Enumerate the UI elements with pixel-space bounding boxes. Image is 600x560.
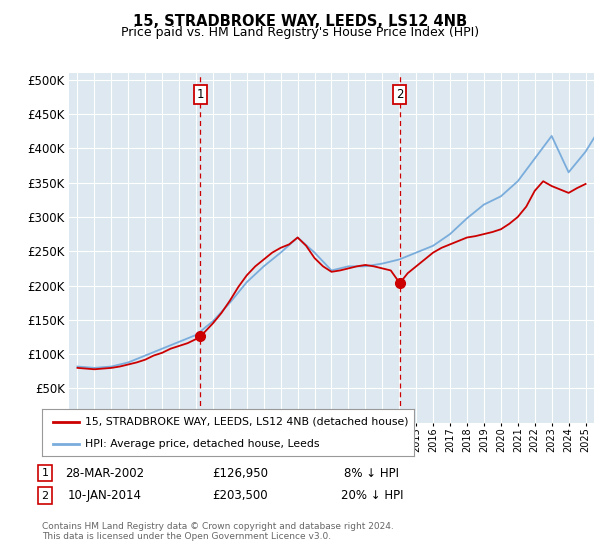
Text: £203,500: £203,500 bbox=[212, 489, 268, 502]
Text: 10-JAN-2014: 10-JAN-2014 bbox=[68, 489, 142, 502]
Text: Contains HM Land Registry data © Crown copyright and database right 2024.
This d: Contains HM Land Registry data © Crown c… bbox=[42, 522, 394, 542]
Text: 2: 2 bbox=[41, 491, 49, 501]
Text: 1: 1 bbox=[196, 88, 204, 101]
Text: 1: 1 bbox=[41, 468, 49, 478]
Text: 28-MAR-2002: 28-MAR-2002 bbox=[65, 466, 145, 480]
Text: 15, STRADBROKE WAY, LEEDS, LS12 4NB (detached house): 15, STRADBROKE WAY, LEEDS, LS12 4NB (det… bbox=[85, 417, 408, 427]
Text: HPI: Average price, detached house, Leeds: HPI: Average price, detached house, Leed… bbox=[85, 438, 319, 449]
Text: 15, STRADBROKE WAY, LEEDS, LS12 4NB: 15, STRADBROKE WAY, LEEDS, LS12 4NB bbox=[133, 14, 467, 29]
Text: £126,950: £126,950 bbox=[212, 466, 268, 480]
Text: 2: 2 bbox=[396, 88, 403, 101]
Text: 20% ↓ HPI: 20% ↓ HPI bbox=[341, 489, 403, 502]
Text: 8% ↓ HPI: 8% ↓ HPI bbox=[344, 466, 400, 480]
Text: Price paid vs. HM Land Registry's House Price Index (HPI): Price paid vs. HM Land Registry's House … bbox=[121, 26, 479, 39]
